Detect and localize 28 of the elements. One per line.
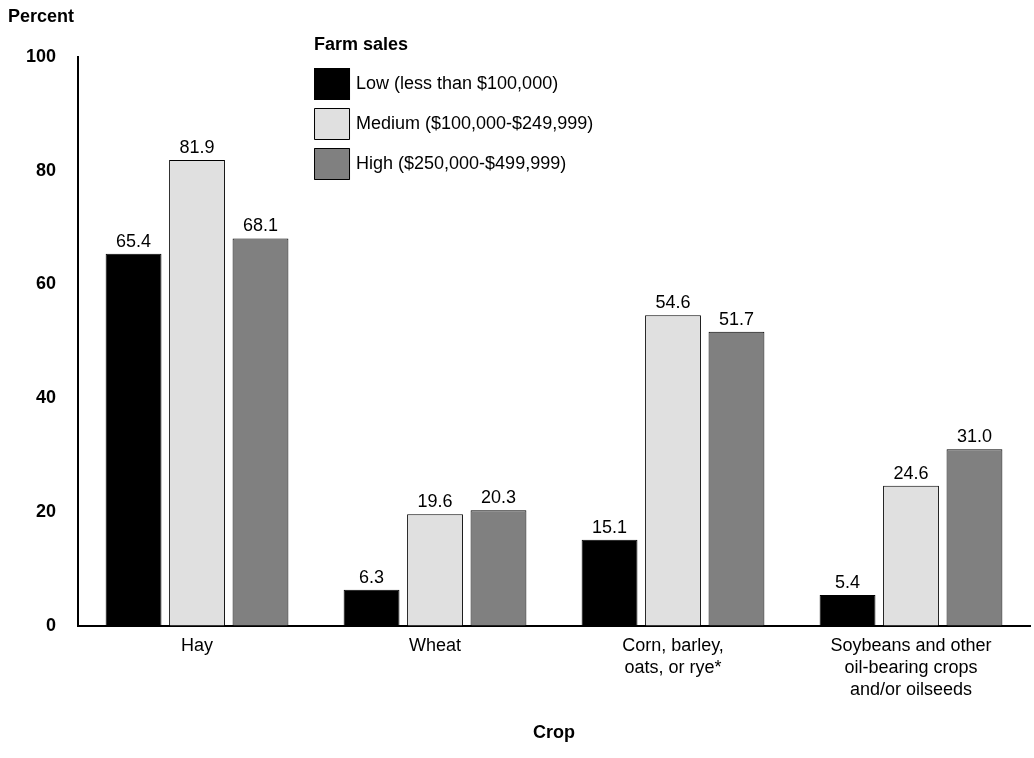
data-label: 51.7: [718, 308, 754, 329]
data-label: 24.6: [893, 462, 929, 483]
legend-title: Farm sales: [314, 33, 409, 54]
data-label: 54.6: [655, 292, 691, 313]
y-tick-label: 100: [25, 45, 57, 66]
x-axis-title: Crop: [533, 722, 576, 743]
y-tick-label: 60: [36, 273, 57, 294]
data-label: 5.4: [835, 571, 861, 592]
x-tick-label: Wheat: [409, 635, 462, 656]
y-tick-label: 0: [46, 614, 57, 635]
data-label: 19.6: [417, 491, 453, 512]
legend-label: Medium ($100,000-$249,999): [356, 112, 594, 133]
data-label: 15.1: [592, 516, 628, 537]
y-tick-label: 80: [36, 159, 57, 180]
data-label: 65.4: [116, 230, 152, 251]
y-axis-title: Percent: [8, 5, 75, 26]
data-label: 20.3: [480, 487, 517, 508]
legend-label: Low (less than $100,000): [356, 72, 559, 93]
data-label: 6.3: [359, 566, 385, 587]
y-tick-label: 20: [36, 500, 57, 521]
x-tick-label: Soybeans and other oil-bearing crops and/or oilseeds: [830, 635, 992, 699]
data-label: 31.0: [956, 426, 992, 447]
data-label: 81.9: [179, 136, 215, 157]
y-tick-label: 40: [36, 387, 57, 408]
data-label: 68.1: [242, 215, 279, 236]
x-tick-label: Hay: [181, 635, 214, 656]
x-tick-label: Corn, barley, oats, or rye*: [622, 635, 724, 677]
legend-label: High ($250,000-$499,999): [356, 152, 567, 173]
